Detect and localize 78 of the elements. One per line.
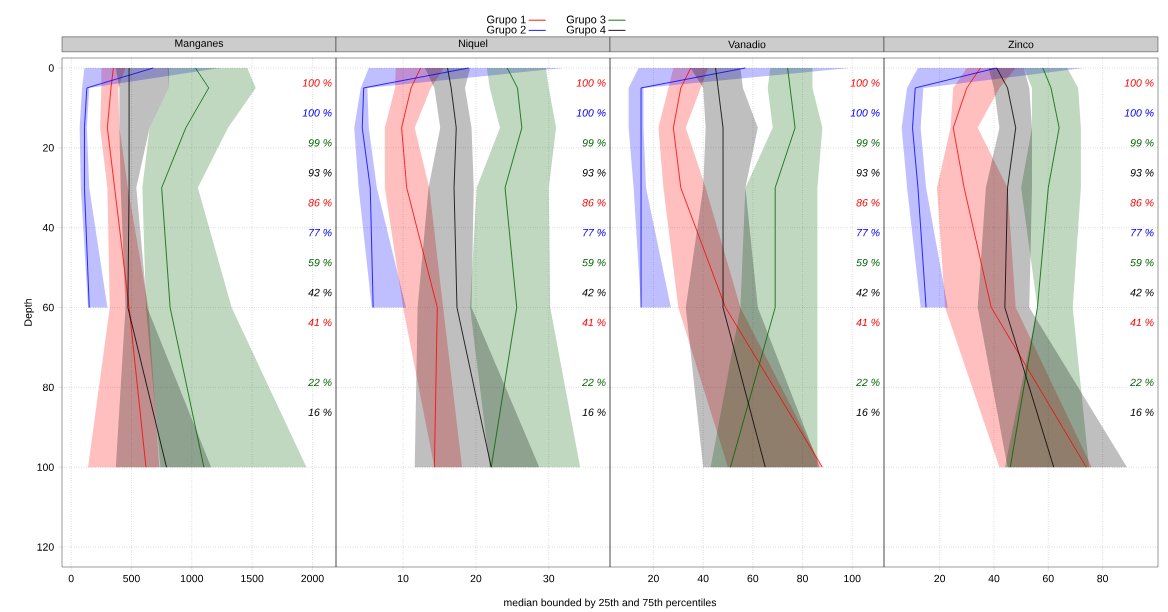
annotation: 16 % [582,408,606,417]
annotation: 93 % [308,169,332,177]
annotation: 41 % [308,318,332,327]
x-tick-label: 20 [470,574,482,583]
annotation: 22 % [856,378,880,387]
annotation: 100 % [1124,79,1154,87]
annotation: 100 % [576,109,606,117]
x-axis-title: median bounded by 25th and 75th percentiles [504,598,717,609]
legend-label: Grupo 4 [566,25,606,36]
x-tick-label: 2000 [301,574,324,583]
annotation: 41 % [856,318,880,327]
x-tick-label: 0 [68,574,74,583]
legend-label: Grupo 1 [487,15,526,26]
annotation: 42 % [1130,288,1154,297]
x-tick-label: 20 [934,574,946,583]
annotation: 59 % [308,258,332,267]
chart-title: Manganes [175,39,224,49]
y-tick-label: 100 [37,463,54,471]
annotation: 42 % [582,288,606,297]
annotation: 16 % [1130,408,1154,417]
annotation: 41 % [582,318,606,327]
annotation: 99 % [1130,139,1154,147]
annotation: 100 % [850,109,880,117]
annotation: 59 % [1130,258,1154,267]
legend-label: Grupo 2 [487,25,526,36]
annotation: 59 % [582,258,606,267]
annotation: 100 % [302,79,332,87]
x-tick-label: 30 [543,574,555,583]
annotation: 100 % [1124,109,1154,117]
annotation: 59 % [856,258,880,267]
chart-title: Vanadio [728,40,766,49]
annotation: 77 % [1131,228,1154,237]
annotation: 86 % [308,198,332,207]
x-tick-label: 20 [648,574,659,583]
annotation: 86 % [1130,198,1154,207]
annotation: 42 % [856,288,880,297]
x-tick-label: 10 [398,574,409,583]
y-tick-label: 40 [42,223,54,232]
annotation: 42 % [308,288,332,297]
annotation: 41 % [1130,318,1154,327]
annotation: 16 % [856,408,880,417]
x-tick-label: 40 [988,574,1000,583]
y-tick-label: 60 [43,303,54,312]
annotation: 99 % [582,139,606,147]
annotation: 77 % [309,228,332,237]
x-tick-label: 80 [1097,574,1109,583]
annotation: 99 % [308,139,332,147]
annotation: 77 % [583,228,606,237]
y-tick-label: 120 [37,543,54,551]
annotation: 86 % [856,198,880,207]
annotation: 100 % [302,109,332,117]
y-axis-title: Depth [24,299,34,326]
x-tick-label: 40 [697,574,709,583]
x-tick-label: 100 [844,574,861,583]
annotation: 93 % [856,169,880,177]
legend-label: Grupo 3 [566,15,606,26]
annotation: 99 % [856,139,880,147]
annotation: 86 % [582,198,606,207]
annotation: 22 % [582,378,606,387]
y-tick-label: 80 [42,383,54,392]
annotation: 93 % [582,169,606,177]
annotation: 22 % [1130,378,1154,387]
x-tick-label: 60 [1042,574,1054,583]
y-tick-label: 20 [43,144,54,152]
annotation: 100 % [576,79,606,87]
x-tick-label: 60 [747,574,759,583]
chart-title: Niquel [458,39,488,50]
annotation: 77 % [857,228,880,237]
x-tick-label: 1000 [180,574,204,583]
y-tick-label: 0 [48,64,54,72]
annotation: 22 % [308,378,332,387]
x-tick-label: 500 [123,574,140,583]
chart-title: Zinco [1008,40,1034,49]
x-tick-label: 1500 [241,574,264,583]
annotation: 100 % [850,79,880,87]
annotation: 16 % [308,408,332,417]
annotation: 93 % [1130,169,1154,177]
x-tick-label: 80 [797,574,808,583]
